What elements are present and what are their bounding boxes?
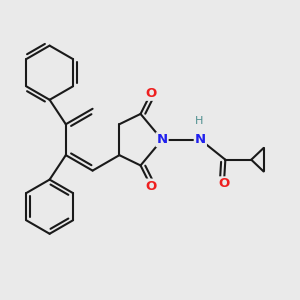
Text: O: O xyxy=(145,87,157,100)
Text: H: H xyxy=(195,116,203,126)
Text: O: O xyxy=(218,177,230,190)
Text: N: N xyxy=(157,133,168,146)
Text: O: O xyxy=(145,180,157,193)
Text: N: N xyxy=(195,133,206,146)
